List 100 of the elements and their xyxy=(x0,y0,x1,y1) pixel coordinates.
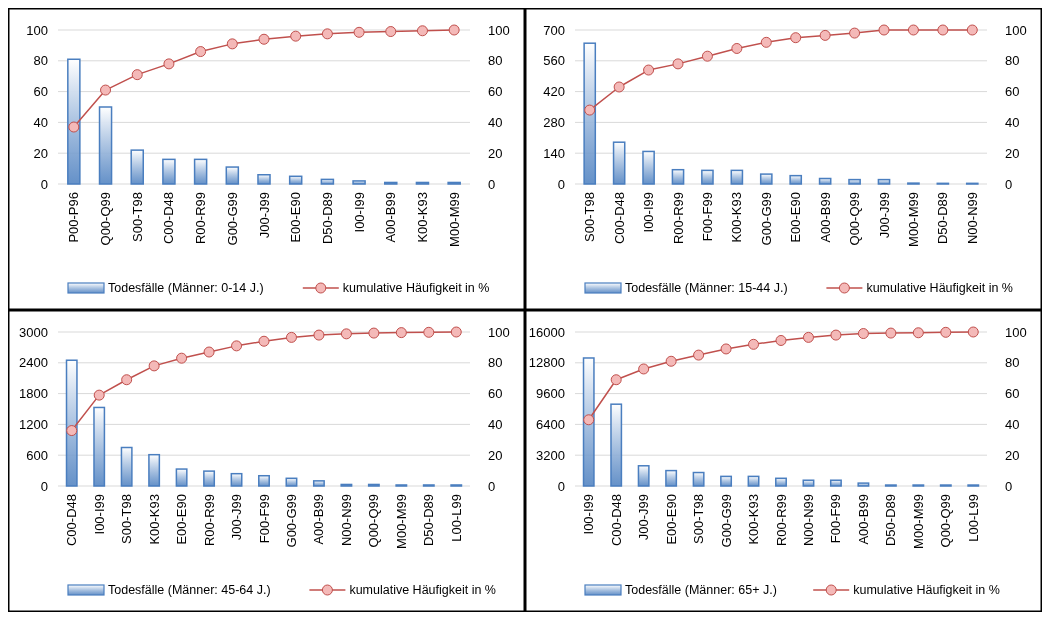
x-tick-label: J00-J99 xyxy=(876,192,892,239)
bar xyxy=(612,141,626,185)
bar xyxy=(789,174,803,185)
point xyxy=(857,328,869,340)
point xyxy=(610,374,622,386)
bar xyxy=(730,169,744,185)
x-tick-label: N00-N99 xyxy=(338,494,354,547)
x-tick-label: S00-T98 xyxy=(691,494,707,544)
bar xyxy=(193,158,208,185)
x-tick-label: D50-D89 xyxy=(883,494,899,547)
point xyxy=(148,360,160,372)
x-tick-label: R00-R99 xyxy=(670,192,686,245)
legend-label: Todesfälle (Männer: 15-44 J.) xyxy=(625,281,788,296)
point xyxy=(131,69,143,81)
bar xyxy=(93,406,106,487)
y2-tick-label: 20 xyxy=(1005,145,1020,161)
y2-tick-label: 80 xyxy=(488,355,503,371)
bar xyxy=(848,178,861,185)
point xyxy=(195,46,207,58)
y-tick-label: 0 xyxy=(557,478,565,494)
y2-tick-label: 20 xyxy=(1005,447,1020,463)
x-tick-label: J00-J99 xyxy=(229,494,245,541)
y-tick-label: 600 xyxy=(26,447,48,463)
point xyxy=(878,24,890,36)
y2-tick-label: 100 xyxy=(488,22,510,38)
x-tick-label: E00-E90 xyxy=(288,192,304,243)
point xyxy=(258,33,270,45)
bar xyxy=(583,42,597,185)
point xyxy=(967,326,979,338)
bar xyxy=(312,480,325,487)
bar xyxy=(285,477,298,487)
x-tick-label: G00-G99 xyxy=(284,494,300,548)
y-tick-label: 40 xyxy=(33,114,48,130)
point xyxy=(937,24,949,36)
legend-label: Todesfälle (Männer: 0-14 J.) xyxy=(108,281,264,296)
point xyxy=(940,326,952,338)
x-tick-label: R00-R99 xyxy=(773,494,789,547)
point xyxy=(693,349,705,361)
point xyxy=(790,32,802,44)
point xyxy=(966,24,978,36)
x-tick-label: E00-E90 xyxy=(788,192,804,243)
y-tick-label: 560 xyxy=(543,53,565,69)
x-tick-label: Q00-Q99 xyxy=(98,192,114,246)
bar xyxy=(747,475,760,487)
y-tick-label: 280 xyxy=(543,114,565,130)
x-tick-label: K00-K93 xyxy=(729,192,745,243)
y-tick-label: 0 xyxy=(40,176,48,192)
x-tick-label: S00-T98 xyxy=(129,192,145,242)
point xyxy=(100,84,112,96)
bar xyxy=(230,472,243,487)
y2-tick-label: 40 xyxy=(488,416,503,432)
y2-tick-label: 80 xyxy=(1005,53,1020,69)
point xyxy=(672,58,684,70)
point xyxy=(760,36,772,48)
y-tick-label: 100 xyxy=(26,22,48,38)
x-tick-label: I00-I99 xyxy=(351,192,367,233)
bar xyxy=(130,149,144,185)
legend-label: kumulative Häufigkeit in % xyxy=(866,281,1014,296)
x-tick-label: A00-B99 xyxy=(855,494,871,545)
y2-tick-label: 0 xyxy=(488,478,496,494)
x-tick-label: C00-D48 xyxy=(608,494,624,547)
y-tick-label: 2400 xyxy=(19,355,48,371)
bar xyxy=(258,474,270,487)
bar xyxy=(720,475,733,487)
x-tick-label: R00-R99 xyxy=(193,192,209,245)
y2-tick-label: 60 xyxy=(488,386,503,402)
x-tick-label: Q00-Q99 xyxy=(938,494,954,548)
point xyxy=(385,26,397,38)
x-tick-label: E00-E90 xyxy=(174,494,190,545)
y2-tick-label: 60 xyxy=(1005,386,1020,402)
y-tick-label: 1200 xyxy=(19,416,48,432)
y-tick-label: 0 xyxy=(40,478,48,494)
bar xyxy=(67,58,81,185)
point xyxy=(321,28,333,40)
legend-label: Todesfälle (Männer: 45-64 J.) xyxy=(108,583,271,598)
point xyxy=(584,104,596,116)
y2-tick-label: 20 xyxy=(488,145,503,161)
x-tick-label: K00-K93 xyxy=(146,494,162,545)
x-tick-label: G00-G99 xyxy=(224,192,240,246)
point xyxy=(638,363,650,375)
x-tick-label: D50-D89 xyxy=(319,192,335,245)
x-tick-label: L00-L99 xyxy=(965,494,981,542)
y-tick-label: 20 xyxy=(33,145,48,161)
y2-tick-label: 0 xyxy=(1005,176,1013,192)
point xyxy=(423,326,435,338)
bar xyxy=(642,150,655,185)
bar xyxy=(203,470,216,487)
x-tick-label: G00-G99 xyxy=(758,192,774,246)
bar xyxy=(120,446,133,487)
bar xyxy=(65,359,78,487)
y2-tick-label: 40 xyxy=(1005,416,1020,432)
y2-tick-label: 40 xyxy=(488,114,503,130)
x-tick-label: N00-N99 xyxy=(801,494,817,547)
bar xyxy=(802,479,815,487)
x-tick-label: P00-P96 xyxy=(66,192,82,243)
point xyxy=(226,38,238,50)
bar xyxy=(701,169,714,185)
y2-tick-label: 40 xyxy=(1005,114,1020,130)
legend-label: kumulative Häufigkeit in % xyxy=(853,583,1000,598)
bar xyxy=(175,468,188,487)
